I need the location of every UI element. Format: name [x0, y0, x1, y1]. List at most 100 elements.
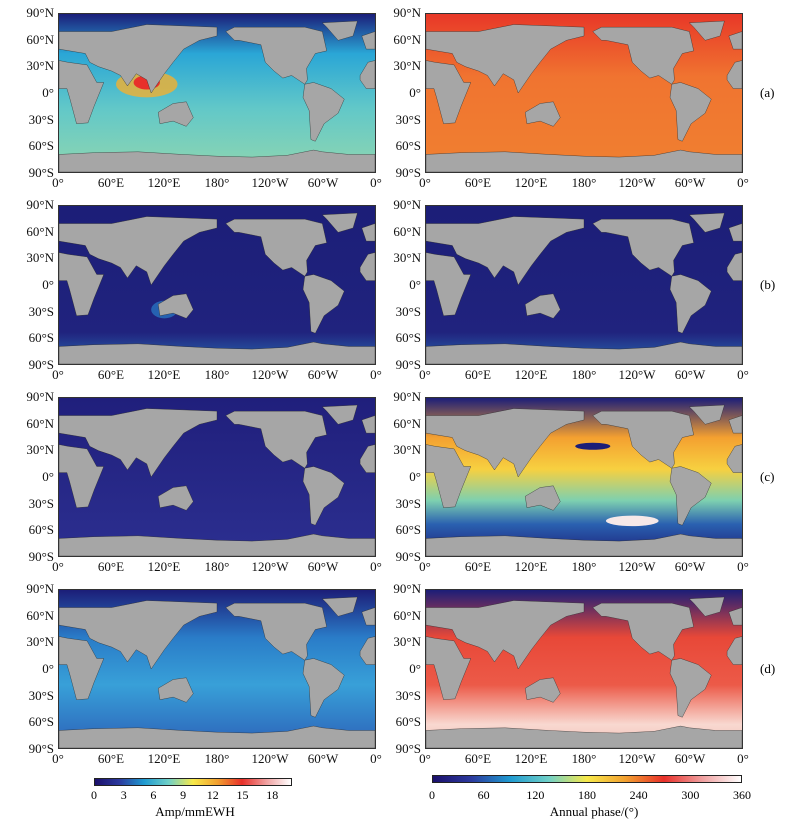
- lat-tick: 30°S: [28, 687, 54, 703]
- lat-tick: 30°S: [395, 111, 421, 127]
- lon-tick: 120°W: [618, 175, 656, 190]
- phase-colorbar: [432, 775, 742, 783]
- lat-tick: 60°S: [395, 138, 421, 154]
- lon-tick: 0°: [52, 175, 64, 190]
- lat-tick: 60°S: [395, 714, 421, 730]
- lon-tick: 120°W: [618, 367, 656, 382]
- lat-tick: 60°N: [393, 607, 421, 623]
- lat-tick: 30°S: [395, 495, 421, 511]
- lon-tick: 180°: [571, 751, 597, 766]
- lon-tick: 60°W: [674, 751, 706, 766]
- lon-tick: 60°W: [307, 559, 339, 574]
- map-a-amplitude: [58, 13, 376, 173]
- lat-tick: 90°S: [28, 741, 54, 756]
- lat-tick: 0°: [42, 277, 54, 292]
- lat-tick: 90°S: [28, 549, 54, 564]
- colorbar-tick: 12: [206, 788, 219, 802]
- lat-tick: 60°S: [28, 522, 54, 538]
- lat-tick: 90°S: [395, 357, 421, 372]
- lat-tick: 60°N: [26, 415, 54, 431]
- lat-tick: 90°N: [26, 581, 54, 596]
- lat-tick: 0°: [409, 277, 421, 292]
- colorbar-tick: 60: [477, 788, 490, 802]
- lon-tick: 120°W: [251, 751, 289, 766]
- lat-tick: 0°: [409, 661, 421, 676]
- lat-tick: 30°S: [28, 495, 54, 511]
- lon-tick: 60°W: [674, 367, 706, 382]
- lon-tick: 60°E: [464, 367, 492, 382]
- lat-tick: 60°S: [395, 522, 421, 538]
- lon-tick: 180°: [204, 367, 230, 382]
- lat-tick: 30°N: [393, 250, 421, 266]
- lat-tick: 30°S: [28, 303, 54, 319]
- lon-tick: 180°: [204, 751, 230, 766]
- lat-tick: 0°: [409, 469, 421, 484]
- colorbar-tick: 360: [733, 788, 751, 802]
- colorbar-tick: 0: [429, 788, 435, 802]
- lat-tick: 0°: [42, 85, 54, 100]
- colorbar-tick: 3: [120, 788, 127, 802]
- colorbar-tick: 15: [236, 788, 249, 802]
- lat-tick: 30°N: [393, 634, 421, 650]
- lat-tick: 30°N: [393, 58, 421, 74]
- lon-tick: 60°E: [464, 559, 492, 574]
- lat-tick: 90°S: [395, 549, 421, 564]
- lon-tick: 60°E: [97, 367, 125, 382]
- lon-tick: 60°E: [464, 751, 492, 766]
- amplitude-colorbar-title: Amp/mmEWH: [155, 804, 235, 819]
- lat-tick: 30°S: [395, 303, 421, 319]
- lat-tick: 60°N: [393, 223, 421, 239]
- lon-tick: 120°E: [514, 559, 548, 574]
- lon-tick: 0°: [370, 367, 382, 382]
- colorbar-tick: 9: [180, 788, 187, 802]
- lon-tick: 120°E: [147, 367, 181, 382]
- panel-label: (d): [760, 661, 776, 676]
- lat-tick: 60°N: [26, 31, 54, 47]
- lat-tick: 90°N: [393, 197, 421, 212]
- lon-tick: 60°E: [97, 751, 125, 766]
- lon-tick: 0°: [419, 367, 431, 382]
- lon-tick: 120°E: [514, 751, 548, 766]
- lat-tick: 30°S: [395, 687, 421, 703]
- colorbar-tick: 0: [91, 788, 97, 802]
- lat-tick: 90°S: [28, 357, 54, 372]
- lon-tick: 0°: [370, 751, 382, 766]
- amplitude-colorbar: [94, 778, 292, 786]
- lon-tick: 60°W: [674, 559, 706, 574]
- lon-tick: 60°E: [464, 175, 492, 190]
- lat-tick: 30°N: [26, 250, 54, 266]
- lon-tick: 60°W: [307, 751, 339, 766]
- lon-tick: 60°W: [307, 175, 339, 190]
- colorbar-tick: 120: [526, 788, 545, 802]
- lat-tick: 90°N: [26, 197, 54, 212]
- lat-tick: 60°S: [28, 138, 54, 154]
- lat-tick: 30°S: [28, 111, 54, 127]
- lon-tick: 60°E: [97, 559, 125, 574]
- lat-tick: 0°: [409, 85, 421, 100]
- lat-tick: 90°N: [26, 5, 54, 20]
- lat-tick: 60°S: [395, 330, 421, 346]
- lon-tick: 0°: [370, 175, 382, 190]
- lat-tick: 60°N: [393, 415, 421, 431]
- lat-tick: 0°: [42, 469, 54, 484]
- lon-tick: 0°: [419, 751, 431, 766]
- lat-tick: 90°N: [26, 389, 54, 404]
- lon-tick: 180°: [204, 175, 230, 190]
- panel-label: (a): [760, 85, 775, 100]
- lon-tick: 0°: [52, 751, 64, 766]
- lon-tick: 120°E: [147, 175, 181, 190]
- lon-tick: 180°: [571, 367, 597, 382]
- lat-tick: 90°N: [393, 5, 421, 20]
- lon-tick: 120°E: [514, 175, 548, 190]
- map-b-phase: [425, 205, 743, 365]
- colorbar-tick: 180: [578, 788, 596, 802]
- colorbar-tick: 240: [629, 788, 648, 802]
- lon-tick: 180°: [571, 559, 597, 574]
- map-d-phase: [425, 589, 743, 749]
- lon-tick: 120°W: [251, 175, 289, 190]
- lat-tick: 90°S: [28, 165, 54, 180]
- lon-tick: 180°: [571, 175, 597, 190]
- lat-tick: 30°N: [26, 58, 54, 74]
- lon-tick: 120°E: [147, 751, 181, 766]
